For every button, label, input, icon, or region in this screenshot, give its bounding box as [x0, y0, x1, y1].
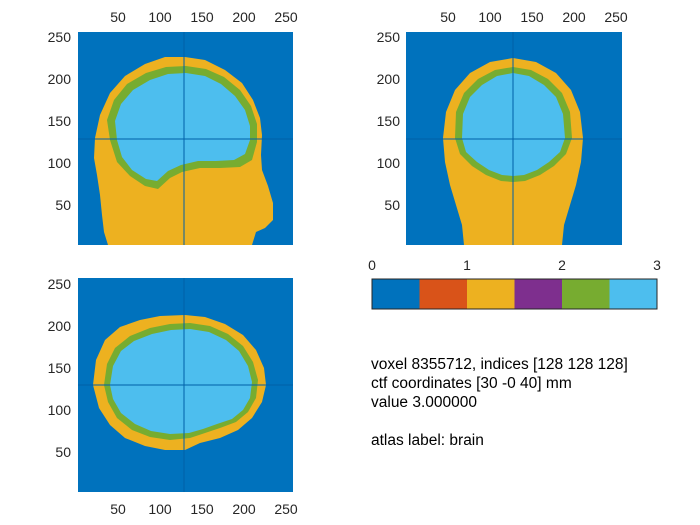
- voxel-index-line: voxel 8355712, indices [128 128 128]: [371, 356, 628, 373]
- coronal-ytick: 50: [384, 197, 400, 213]
- colorbar-frame: [371, 278, 658, 310]
- colorbar-tick: 3: [653, 257, 661, 273]
- sagittal-ytick: 200: [48, 71, 72, 87]
- coronal-ytick: 200: [377, 71, 401, 87]
- axial-brain: [110, 329, 252, 434]
- colorbar-tick: 1: [463, 257, 471, 273]
- coronal-ytick: 100: [377, 155, 401, 171]
- axial-ytick: 200: [48, 318, 72, 334]
- coronal-ytick: 150: [377, 113, 401, 129]
- axial-ytick: 50: [55, 444, 71, 460]
- sagittal-xtick: 200: [232, 9, 256, 25]
- sagittal-xtick: 150: [190, 9, 214, 25]
- sagittal-xticks: 50 100 150 200 250: [110, 9, 298, 25]
- coronal-panel[interactable]: 50 100 150 200 250 250 200 150 100 50: [377, 9, 628, 245]
- axial-xticks: 50 100 150 200 250: [110, 501, 298, 517]
- sagittal-xtick: 50: [110, 9, 126, 25]
- colorbar-swatch: [609, 279, 658, 309]
- coronal-ytick: 250: [377, 29, 401, 45]
- axial-ytick: 150: [48, 360, 72, 376]
- axial-xtick: 100: [148, 501, 172, 517]
- coronal-yticks: 250 200 150 100 50: [377, 29, 401, 213]
- coronal-xtick: 250: [604, 9, 628, 25]
- colorbar-swatch: [514, 279, 563, 309]
- atlas-label-line: atlas label: brain: [371, 432, 484, 449]
- axial-xtick: 200: [232, 501, 256, 517]
- value-line: value 3.000000: [371, 394, 478, 411]
- sagittal-brain: [115, 73, 250, 181]
- sagittal-ytick: 50: [55, 197, 71, 213]
- coronal-xtick: 150: [520, 9, 544, 25]
- sagittal-xtick: 100: [148, 9, 172, 25]
- coronal-xtick: 50: [440, 9, 456, 25]
- coronal-xtick: 100: [478, 9, 502, 25]
- sagittal-yticks: 250 200 150 100 50: [48, 29, 72, 213]
- colorbar-swatch: [372, 279, 420, 309]
- axial-panel[interactable]: 250 200 150 100 50 50 100 150 200 250: [48, 276, 298, 517]
- colorbar-tick: 2: [558, 257, 566, 273]
- axial-ytick: 250: [48, 276, 72, 292]
- voxel-info: voxel 8355712, indices [128 128 128] ctf…: [371, 355, 628, 450]
- colorbar-ticks: 0 1 2 3: [368, 257, 661, 273]
- axial-xtick: 250: [274, 501, 298, 517]
- colorbar-swatch: [467, 279, 515, 309]
- coordinates-line: ctf coordinates [30 -0 40] mm: [371, 375, 572, 392]
- sagittal-xtick: 250: [274, 9, 298, 25]
- sagittal-ytick: 100: [48, 155, 72, 171]
- colorbar-swatch: [562, 279, 610, 309]
- info-spacer: [371, 412, 628, 431]
- sagittal-panel[interactable]: 50 100 150 200 250 250 200 150 100 50: [48, 9, 298, 245]
- coronal-xticks: 50 100 150 200 250: [440, 9, 628, 25]
- axial-yticks: 250 200 150 100 50: [48, 276, 72, 460]
- axial-xtick: 150: [190, 501, 214, 517]
- colorbar: 0 1 2 3: [368, 257, 661, 310]
- sagittal-ytick: 150: [48, 113, 72, 129]
- axial-ytick: 100: [48, 402, 72, 418]
- coronal-xtick: 200: [562, 9, 586, 25]
- axial-xtick: 50: [110, 501, 126, 517]
- colorbar-swatches: [372, 279, 658, 309]
- colorbar-swatch: [419, 279, 468, 309]
- colorbar-tick: 0: [368, 257, 376, 273]
- sagittal-ytick: 250: [48, 29, 72, 45]
